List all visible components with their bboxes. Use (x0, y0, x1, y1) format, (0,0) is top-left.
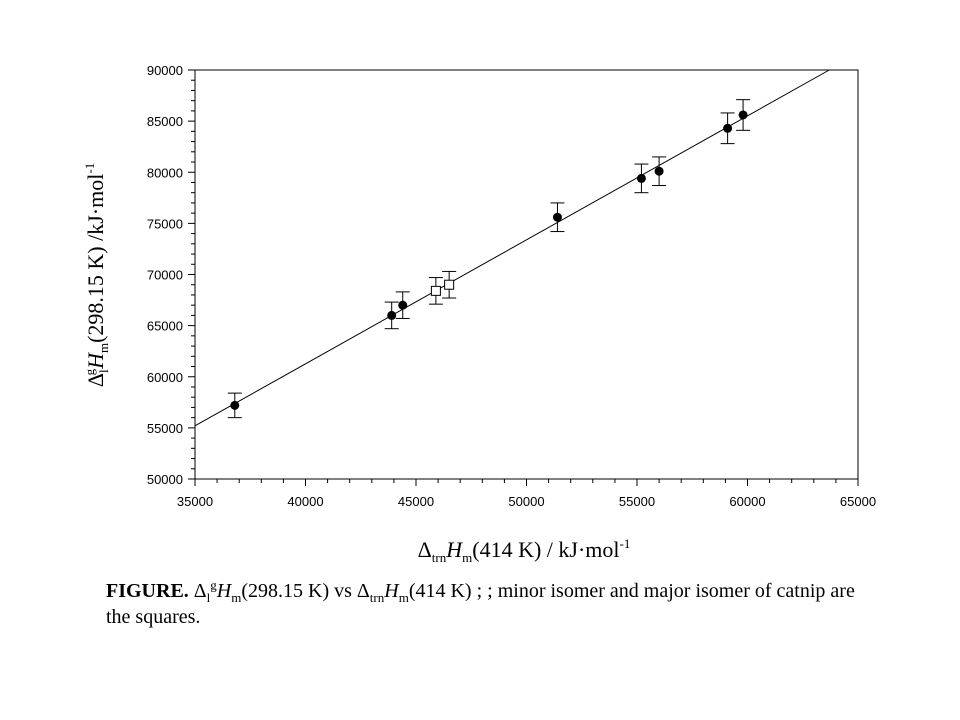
x-tick-label: 50000 (508, 494, 544, 509)
caption-sub: trn (369, 590, 385, 605)
caption-delta: Δ (193, 580, 207, 602)
x-tick-label: 65000 (840, 494, 876, 509)
x-axis: 35000 40000 45000 50000 55000 60000 65000 (177, 479, 876, 509)
data-point-square (430, 285, 441, 296)
caption-delta: Δ (356, 580, 370, 602)
caption-sub: m (231, 590, 242, 605)
data-point-circle (654, 166, 664, 176)
y-tick-label: 90000 (147, 63, 183, 78)
y-tick-label: 70000 (147, 268, 183, 283)
y-axis-title: ΔlgHm(298.15 K) /kJ·mol-1 (82, 163, 111, 387)
caption-sub: m (398, 590, 409, 605)
y-tick-label: 55000 (147, 421, 183, 436)
x-axis-title: ΔtrnHm(414 K) / kJ·mol-1 (418, 536, 631, 565)
plot-area-frame (194, 69, 859, 480)
data-point-square (444, 279, 455, 290)
caption-label: FIGURE. (106, 580, 189, 602)
x-tick-label: 35000 (177, 494, 213, 509)
caption-sup: g (210, 577, 217, 593)
y-tick-label: 50000 (147, 472, 183, 487)
data-point-circle (552, 212, 562, 222)
data-points (227, 99, 751, 419)
figure-caption: FIGURE. ΔlgHm(298.15 K) vs ΔtrnHm(414 K)… (106, 578, 866, 630)
data-point-circle (230, 400, 240, 410)
data-point-circle (398, 300, 408, 310)
x-tick-label: 60000 (729, 494, 765, 509)
data-point-circle (636, 173, 646, 183)
caption-sub: l (206, 590, 211, 605)
caption-symbol: H (384, 580, 399, 602)
y-tick-label: 85000 (147, 114, 183, 129)
x-tick-label: 55000 (619, 494, 655, 509)
data-point-circle (387, 310, 397, 320)
x-tick-label: 40000 (287, 494, 323, 509)
y-tick-label: 65000 (147, 319, 183, 334)
caption-text: (298.15 K) vs (241, 580, 357, 602)
caption-symbol: H (216, 580, 232, 602)
data-point-circle (723, 123, 733, 133)
y-tick-label: 60000 (147, 370, 183, 385)
y-tick-label: 75000 (147, 216, 183, 231)
regression-line (194, 69, 830, 427)
y-tick-label: 80000 (147, 165, 183, 180)
x-tick-label: 45000 (398, 494, 434, 509)
y-axis: 50000 55000 60000 65000 70000 75000 80000 85000… (147, 63, 195, 487)
data-point-circle (738, 110, 748, 120)
caption-text: (414 K) ; ; minor isomer and major isome… (106, 580, 855, 628)
